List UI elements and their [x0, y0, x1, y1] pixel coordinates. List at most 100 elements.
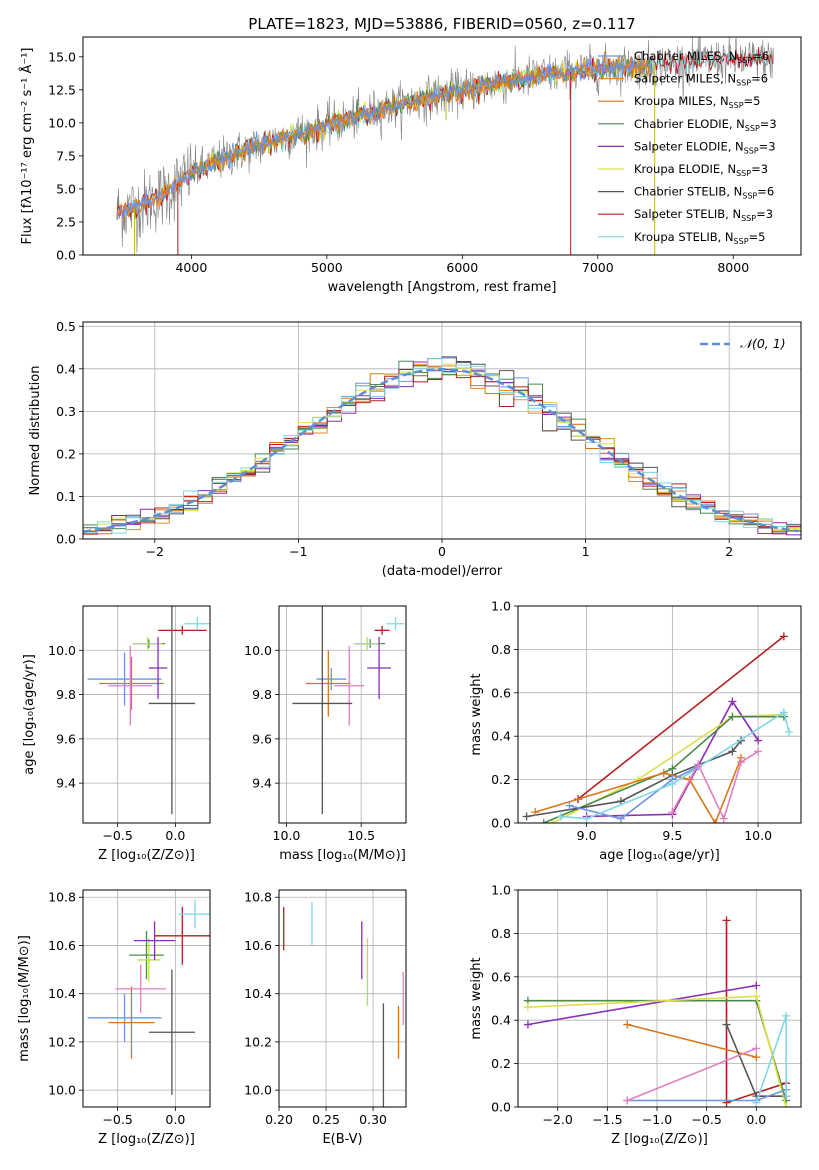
weight_vs_Z-xtick-label: −1.5: [592, 1112, 622, 1127]
residuals-xtick-label: −1: [289, 544, 307, 559]
weight_vs_age-axes: 9.0 9.5 10.0 0.0 0.2 0.4 0.6 0.8 1.0 age [log₁₀(a…: [469, 599, 801, 863]
age_vs_mass-axes: 10.0 10.5 9.4 9.6 9.8 10.0 mass [log₁₀(M/M⊙)]: [244, 606, 406, 863]
weight_vs_Z-ytick-label: 0.4: [491, 1013, 511, 1028]
legend-suffix: =3: [759, 139, 776, 153]
weight_vs_age-marker: [694, 760, 703, 769]
spectrum-legend-label: Kroupa MILES, NSSP=5: [634, 94, 760, 110]
mass_vs_ebv-xlabel: E(B-V): [322, 1132, 362, 1147]
mass_vs_ebv-xtick-label: 0.20: [265, 1112, 293, 1127]
mass_vs_ebv-points: [283, 902, 404, 1107]
spectrum-xtick-label: 5000: [311, 260, 343, 275]
spectrum-axes: 4000 5000 6000 7000 8000 0.0 2.5 5.0 7.5 10.0 12.5…: [19, 48, 749, 296]
age_vs_mass-ytick-label: 9.4: [252, 776, 272, 791]
weight_vs_Z-marker: [623, 1096, 632, 1105]
weight_vs_Z-ylabel: mass weight: [469, 957, 484, 1039]
weight_vs_Z-marker: [523, 1003, 532, 1012]
weight_vs_age-marker: [556, 812, 565, 821]
weight_vs_age-marker: [728, 712, 737, 721]
weight_vs_Z-marker: [752, 1044, 761, 1053]
weight_vs_age-marker: [565, 801, 574, 810]
mass_vs_Z-xtick-label: 0.0: [165, 1112, 185, 1127]
age_vs_mass-frame: [278, 605, 407, 824]
legend-name: Kroupa STELIB, N: [634, 230, 734, 244]
weight_vs_age-marker: [728, 697, 737, 706]
age_vs_Z-xtick-label: 0.0: [165, 828, 185, 843]
weight_vs_age-marker: [711, 819, 720, 823]
weight_vs_Z-marker: [752, 981, 761, 990]
weight_vs_age-marker: [736, 758, 745, 767]
legend-sub: SSP: [734, 237, 749, 246]
mass_vs_Z-ytick-label: 10.2: [48, 1034, 76, 1049]
age_vs_Z-ytick-label: 9.8: [56, 687, 76, 702]
age_vs_Z-ytick-label: 9.6: [56, 731, 76, 746]
spectrum-ytick-label: 10.0: [48, 115, 76, 130]
spectrum-model-chabrier_miles: [116, 56, 652, 221]
legend-name: Chabrier ELODIE, N: [634, 117, 745, 131]
weight_vs_age-xtick-label: 10.0: [744, 828, 772, 843]
age_vs_mass-xlabel: mass [log₁₀(M/M⊙)]: [279, 848, 406, 863]
spectrum-frame: [82, 36, 802, 256]
weight_vs_Z-marker: [623, 1020, 632, 1029]
weight_vs_age-marker: [728, 747, 737, 756]
age_vs_Z-ylabel: age [log₁₀(age/yr)]: [22, 654, 37, 775]
age_vs_Z-axes: −0.5 0.0 9.4 9.6 9.8 10.0 Z [log₁₀(Z/Z⊙)] age […: [22, 606, 210, 863]
weight_vs_Z-marker: [752, 1098, 761, 1107]
weight_vs_age-ylabel: mass weight: [469, 673, 484, 755]
residual-legend-label: 𝒩(0, 1): [740, 336, 786, 351]
weight_vs_age-ytick-label: 0.4: [491, 729, 511, 744]
residuals-ytick-label: 0.5: [56, 319, 76, 334]
mass_vs_ebv-ytick-label: 10.6: [244, 938, 272, 953]
weight_vs_age-marker: [779, 632, 788, 641]
spectrum-ytick-label: 0.0: [56, 248, 76, 263]
spectrum-ytick-label: 5.0: [56, 181, 76, 196]
age_vs_mass-ytick-label: 10.0: [244, 643, 272, 658]
age_vs_mass-xtick-label: 10.0: [273, 828, 301, 843]
spectrum-xtick-label: 4000: [175, 260, 207, 275]
legend-sub: SSP: [744, 146, 759, 155]
mass_vs_ebv-frame: [278, 889, 407, 1108]
legend-suffix: =6: [751, 72, 768, 86]
weight_vs_age-marker: [784, 727, 793, 736]
residual-gaussian: [83, 368, 799, 533]
mass_vs_ebv-ytick-label: 10.2: [244, 1034, 272, 1049]
spectrum-ytick-label: 7.5: [56, 148, 76, 163]
age_vs_Z-xlabel: Z [log₁₀(Z/Z⊙)]: [98, 848, 195, 863]
weight_vs_age-marker: [668, 808, 677, 817]
residual-legend: 𝒩(0, 1): [700, 336, 786, 351]
weight_vs_age-ytick-label: 0.2: [491, 772, 511, 787]
weight_vs_age-marker: [531, 808, 540, 817]
weight_vs_Z-xlabel: Z [log₁₀(Z/Z⊙)]: [611, 1132, 708, 1147]
spectrum-xtick-label: 6000: [446, 260, 478, 275]
weight_vs_age-xtick-label: 9.5: [662, 828, 682, 843]
weight_vs_Z-marker: [782, 1092, 791, 1101]
mass_vs_ebv-ytick-label: 10.0: [244, 1083, 272, 1098]
weight_vs_Z-frame: [517, 889, 802, 1108]
spectrum-legend-label: Salpeter MILES, NSSP=6: [634, 72, 768, 88]
residuals-ytick-label: 0.3: [56, 404, 76, 419]
spectrum-legend-label: Chabrier STELIB, NSSP=6: [634, 185, 774, 201]
mass_vs_ebv-axes: 0.20 0.25 0.30 10.0 10.2 10.4 10.6 10.8 E(B-V): [244, 890, 406, 1147]
spectrum-ylabel: Flux [fλ10⁻¹⁷ erg cm⁻² s⁻¹ Å⁻¹]: [19, 48, 35, 245]
weight_vs_Z-marker: [752, 992, 761, 1001]
weight_vs_age-ytick-label: 0.0: [491, 816, 511, 831]
weight_vs_Z-marker: [722, 916, 731, 925]
weight_vs_age-marker: [616, 814, 625, 823]
mass_vs_Z-ytick-label: 10.4: [48, 986, 76, 1001]
mass_vs_Z-xlabel: Z [log₁₀(Z/Z⊙)]: [98, 1132, 195, 1147]
legend-suffix: =6: [757, 185, 774, 199]
age_vs_Z-xtick-label: −0.5: [102, 828, 132, 843]
residuals-xlabel: (data-model)/error: [382, 564, 503, 579]
residuals-axes: −2 −1 0 1 2 0.0 0.1 0.2 0.3 0.4 0.5 (data-model)/er…: [28, 319, 801, 579]
weight_vs_Z-xtick-label: 0.0: [746, 1112, 766, 1127]
mass_vs_Z-ytick-label: 10.8: [48, 890, 76, 905]
weight_vs_Z-ytick-label: 0.6: [491, 969, 511, 984]
weight_vs_age-lines: [522, 632, 793, 823]
residuals-ylabel: Normed distribution: [28, 366, 43, 496]
age_vs_Z-ytick-label: 10.0: [48, 643, 76, 658]
legend-sub: SSP: [736, 79, 751, 88]
residuals-ytick-label: 0.2: [56, 446, 76, 461]
weight_vs_age-ytick-label: 1.0: [491, 599, 511, 614]
weight_vs_Z-marker: [523, 1020, 532, 1029]
